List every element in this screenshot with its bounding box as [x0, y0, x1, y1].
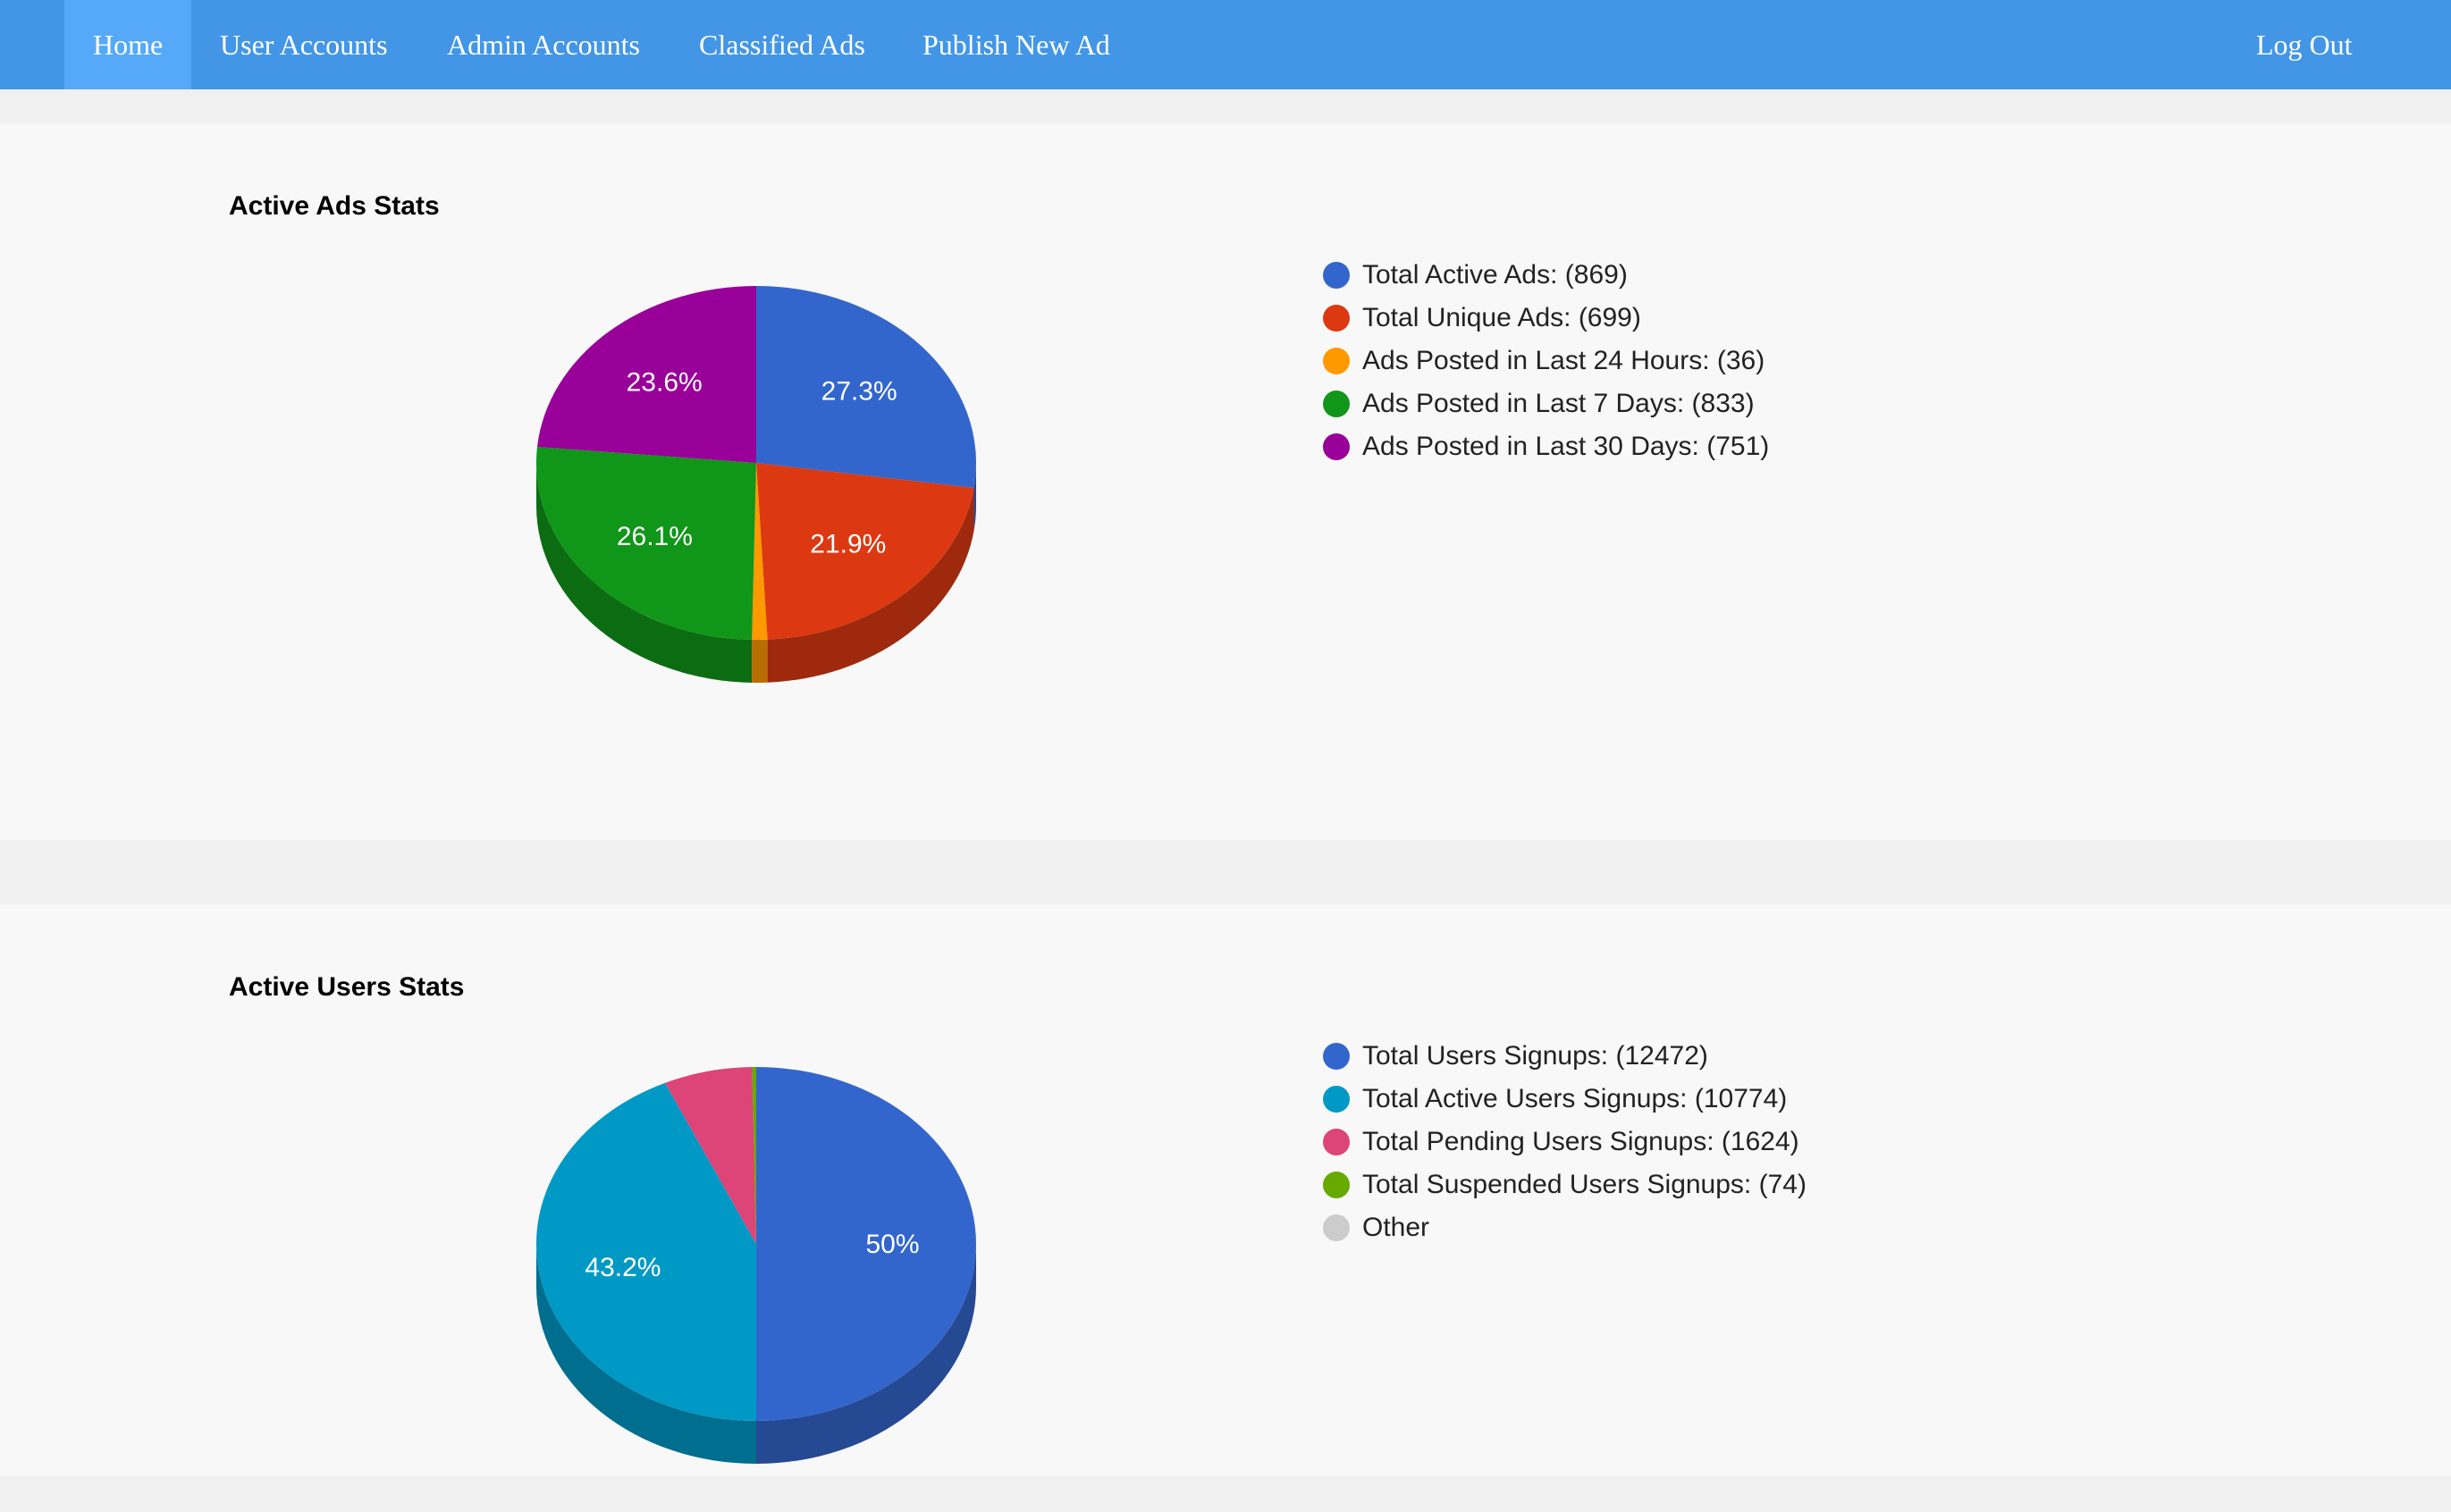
users-stats-panel: Active Users Stats 50% 43.2% Total Users … [0, 904, 2451, 1476]
legend-item[interactable]: Other [1323, 1206, 1807, 1249]
legend-item[interactable]: Total Users Signups: (12472) [1323, 1035, 1807, 1078]
legend-item[interactable]: Ads Posted in Last 30 Days: (751) [1323, 425, 1769, 468]
legend-item[interactable]: Total Unique Ads: (699) [1323, 297, 1769, 340]
users-stats-title: Active Users Stats [229, 972, 465, 1002]
pie-slice-side [767, 488, 974, 683]
nav-home[interactable]: Home [64, 0, 192, 89]
pie-slice[interactable] [535, 1082, 756, 1421]
legend-item[interactable]: Total Pending Users Signups: (1624) [1323, 1121, 1807, 1163]
nav-publish-new-ad[interactable]: Publish New Ad [922, 29, 1110, 61]
pie-slice[interactable] [756, 463, 974, 640]
legend-label: Other [1362, 1213, 1430, 1242]
nav-user-accounts[interactable]: User Accounts [220, 29, 388, 61]
legend-label: Ads Posted in Last 30 Days: (751) [1362, 432, 1770, 461]
nav-classified-ads[interactable]: Classified Ads [699, 29, 865, 61]
legend-label: Ads Posted in Last 24 Hours: (36) [1362, 346, 1765, 375]
pie-slice-side [756, 1244, 976, 1464]
legend-color-dot [1323, 391, 1350, 417]
legend-color-dot [1323, 262, 1350, 289]
pie-slice-label: 26.1% [617, 522, 693, 551]
ads-stats-panel: Active Ads Stats 27.3% 21.9% 26.1% 23.6% To… [0, 123, 2451, 840]
pie-slice[interactable] [664, 1067, 756, 1244]
users-pie-chart: 50% 43.2% [535, 1067, 976, 1464]
legend-color-dot [1323, 1172, 1350, 1198]
legend-color-dot [1323, 433, 1350, 460]
legend-item[interactable]: Ads Posted in Last 7 Days: (833) [1323, 382, 1769, 425]
nav-log-out[interactable]: Log Out [2256, 29, 2353, 61]
legend-label: Total Active Users Signups: (10774) [1362, 1084, 1788, 1113]
pie-slice[interactable] [537, 286, 756, 463]
ads-legend: Total Active Ads: (869) Total Unique Ads:… [1323, 254, 1769, 468]
pie-slice-label: 27.3% [821, 377, 897, 407]
pie-slice-label: 50% [865, 1230, 919, 1259]
legend-color-dot [1323, 1129, 1350, 1155]
top-navbar: Home User Accounts Admin Accounts Classi… [0, 0, 2451, 89]
legend-label: Total Pending Users Signups: (1624) [1362, 1127, 1799, 1156]
pie-slice[interactable] [756, 1067, 976, 1421]
pie-slice[interactable] [752, 463, 768, 640]
legend-color-dot [1323, 1214, 1350, 1241]
legend-label: Ads Posted in Last 7 Days: (833) [1362, 389, 1755, 418]
pie-slice-side [752, 639, 768, 683]
legend-item[interactable]: Ads Posted in Last 24 Hours: (36) [1323, 340, 1769, 382]
pie-slice-label: 43.2% [585, 1253, 661, 1282]
pie-slice-label: 23.6% [627, 367, 703, 397]
legend-color-dot [1323, 348, 1350, 374]
pie-slice-side [973, 463, 976, 532]
pie-slice-label: 21.9% [810, 530, 886, 559]
legend-item[interactable]: Total Active Ads: (869) [1323, 254, 1769, 297]
legend-color-dot [1323, 305, 1350, 332]
pie-slice[interactable] [752, 1067, 756, 1244]
ads-pie-chart: 27.3% 21.9% 26.1% 23.6% [536, 286, 976, 683]
legend-color-dot [1323, 1043, 1350, 1070]
nav-admin-accounts[interactable]: Admin Accounts [447, 29, 640, 61]
legend-item[interactable]: Total Suspended Users Signups: (74) [1323, 1163, 1807, 1206]
pie-slice-side [536, 463, 753, 683]
pie-slice-side [536, 1244, 756, 1464]
legend-label: Total Users Signups: (12472) [1362, 1041, 1708, 1071]
pie-slice[interactable] [536, 447, 756, 640]
users-legend: Total Users Signups: (12472) Total Active… [1323, 1035, 1807, 1249]
legend-label: Total Unique Ads: (699) [1362, 303, 1641, 332]
ads-stats-title: Active Ads Stats [229, 191, 440, 221]
legend-color-dot [1323, 1086, 1350, 1113]
legend-item[interactable]: Total Active Users Signups: (10774) [1323, 1078, 1807, 1121]
legend-label: Total Suspended Users Signups: (74) [1362, 1170, 1807, 1199]
pie-slice[interactable] [756, 286, 976, 489]
legend-label: Total Active Ads: (869) [1362, 260, 1628, 290]
